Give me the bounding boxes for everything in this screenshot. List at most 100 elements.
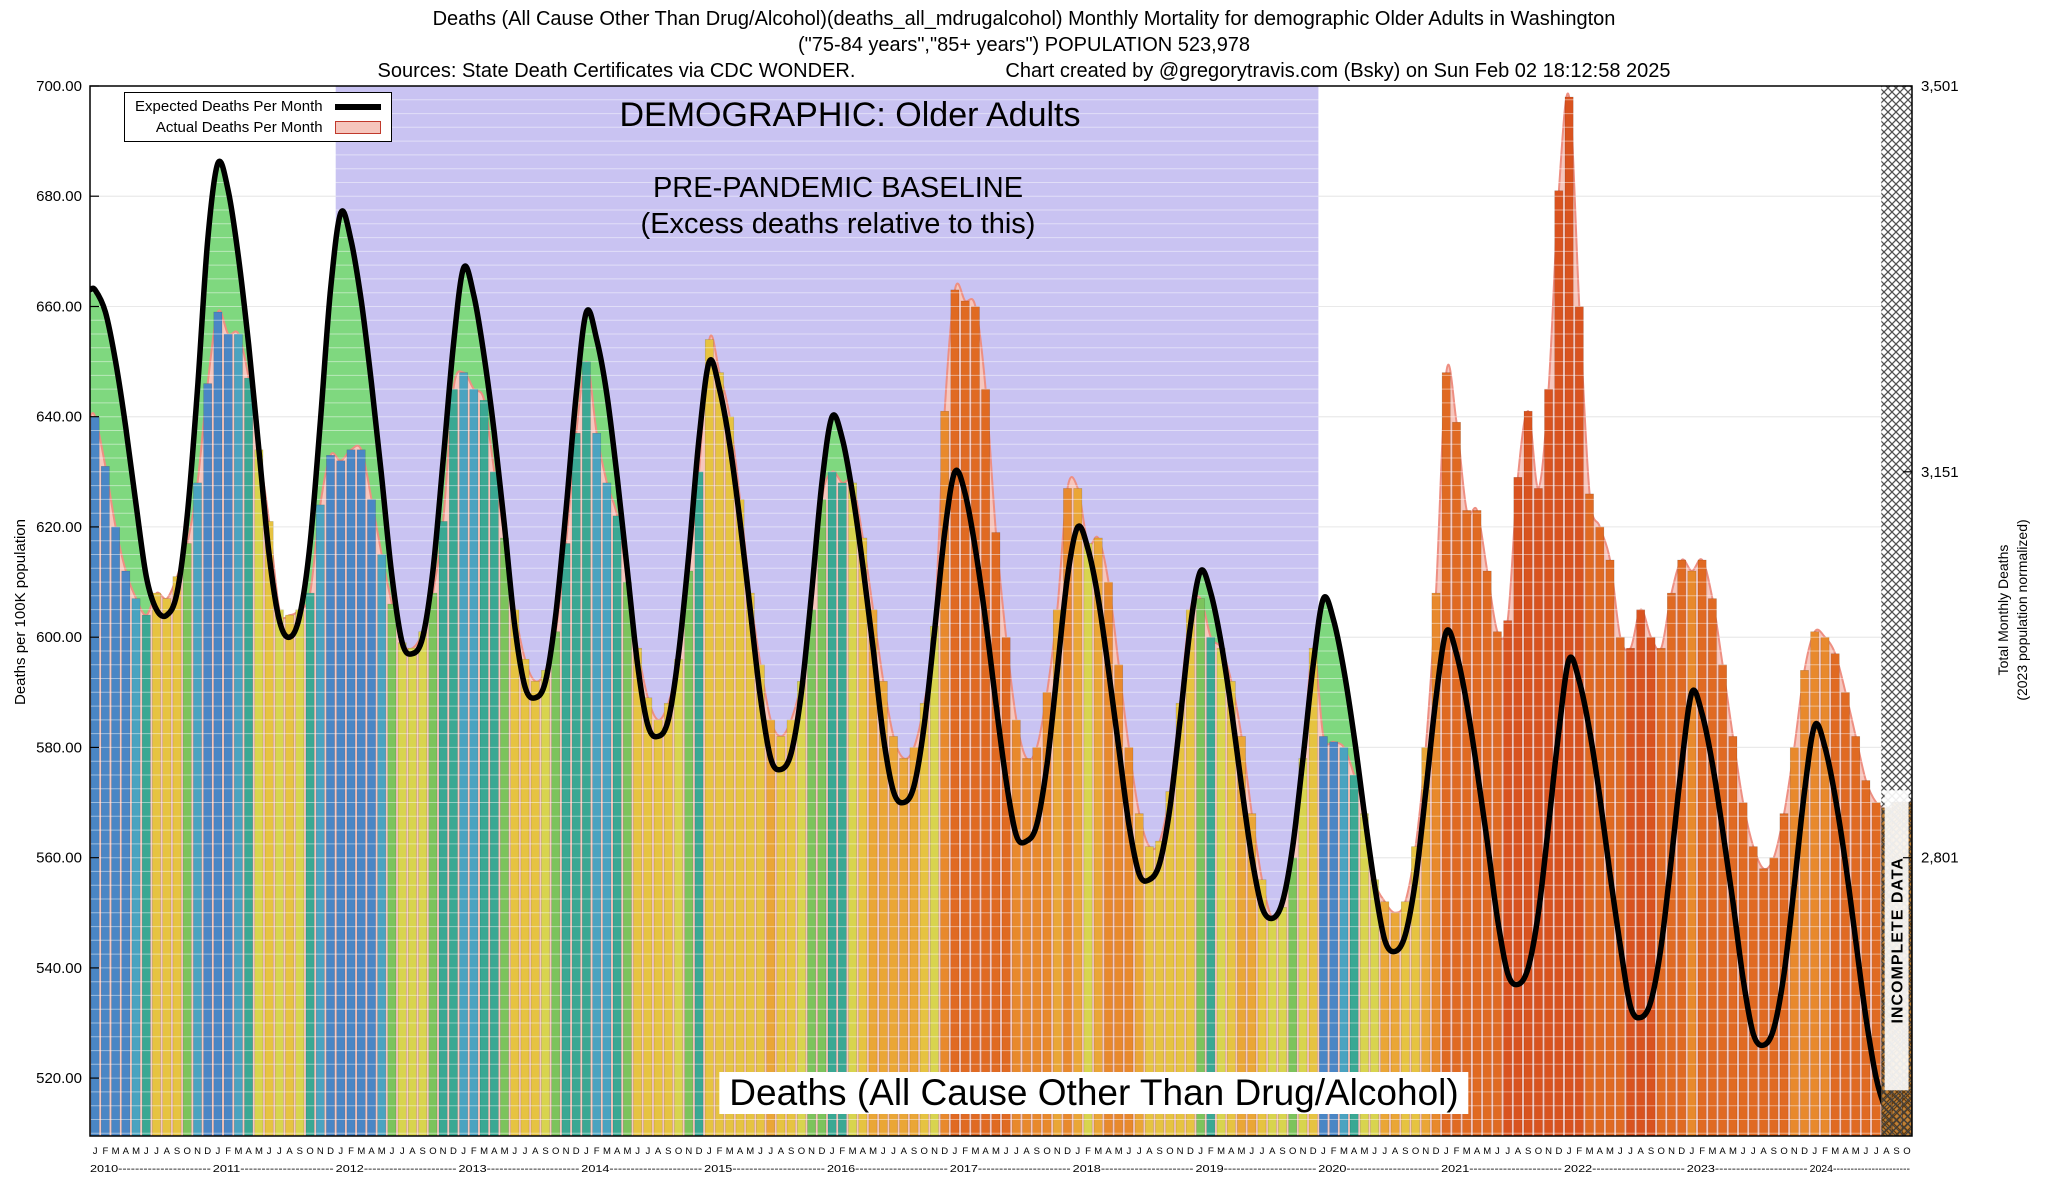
svg-text:D: D [327,1146,334,1157]
actual-bar [889,736,898,1136]
svg-text:S: S [1279,1146,1285,1157]
actual-bar [438,521,448,1136]
svg-text:S: S [420,1146,426,1157]
svg-text:M: M [480,1146,488,1157]
actual-bar [326,455,335,1136]
svg-text:S: S [174,1146,180,1157]
actual-bar [694,471,704,1136]
svg-text:J: J [1874,1146,1879,1157]
svg-text:M: M [1115,1146,1123,1157]
svg-text:O: O [798,1146,805,1157]
svg-text:2013----------------------: 2013---------------------- [459,1163,580,1175]
actual-bars [90,96,1881,1136]
actual-bar [1718,664,1727,1136]
actual-bar [1513,477,1523,1136]
svg-text:J: J [277,1146,282,1157]
incomplete-data-label: INCOMPLETE DATA [1884,790,1909,1091]
svg-text:540.00: 540.00 [36,960,82,977]
svg-text:N: N [1300,1146,1307,1157]
actual-bar [162,598,172,1136]
svg-text:F: F [348,1146,354,1157]
actual-bar [1800,670,1809,1136]
svg-text:A: A [1719,1146,1726,1157]
actual-bar [1185,609,1195,1136]
actual-bar [1564,96,1574,1136]
actual-bar [90,416,100,1136]
svg-text:F: F [594,1146,600,1157]
svg-text:J: J [216,1146,221,1157]
actual-bar [1462,510,1472,1136]
actual-bar [418,631,428,1136]
svg-text:M: M [746,1146,754,1157]
svg-text:M: M [1094,1146,1102,1157]
svg-text:2011----------------------: 2011---------------------- [213,1163,334,1175]
actual-bar [868,609,878,1136]
svg-text:J: J [1618,1146,1623,1157]
svg-text:F: F [717,1146,723,1157]
chart-title-line2: ("75-84 years","85+ years") POPULATION 5… [797,34,1251,56]
svg-text:S: S [1893,1146,1899,1157]
svg-text:M: M [357,1146,365,1157]
svg-text:D: D [1555,1146,1562,1157]
legend-item-actual: Actual Deaths Per Month [135,119,381,136]
svg-text:D: D [941,1146,948,1157]
svg-text:J: J [1628,1146,1633,1157]
svg-text:J: J [584,1146,589,1157]
svg-text:M: M [234,1146,242,1157]
svg-text:M: M [112,1146,120,1157]
svg-text:J: J [400,1146,405,1157]
svg-text:O: O [1535,1146,1542,1157]
svg-text:A: A [1146,1146,1153,1157]
svg-text:J: J [1198,1146,1203,1157]
svg-text:M: M [1217,1146,1225,1157]
svg-text:J: J [1321,1146,1326,1157]
svg-text:D: D [1064,1146,1071,1157]
svg-text:M: M [1831,1146,1839,1157]
svg-text:M: M [1606,1146,1614,1157]
svg-text:S: S [1402,1146,1408,1157]
svg-text:F: F [1454,1146,1460,1157]
svg-text:F: F [471,1146,477,1157]
actual-bar [203,383,213,1136]
actual-bar [971,306,980,1136]
actual-bar [244,377,253,1136]
svg-text:M: M [726,1146,734,1157]
actual-bar [745,592,755,1136]
svg-text:S: S [665,1146,671,1157]
actual-bar [612,515,622,1136]
svg-text:O: O [921,1146,928,1157]
svg-text:O: O [1166,1146,1173,1157]
svg-text:J: J [1505,1146,1510,1157]
svg-text:A: A [409,1146,416,1157]
svg-text:A: A [1760,1146,1767,1157]
svg-text:2012----------------------: 2012---------------------- [336,1163,457,1175]
svg-text:D: D [204,1146,211,1157]
actual-bar [981,388,990,1136]
actual-bar [1810,631,1820,1136]
svg-text:O: O [1043,1146,1050,1157]
actual-bar [1574,306,1584,1136]
svg-text:J: J [1260,1146,1265,1157]
actual-bar [428,592,438,1136]
svg-text:3,151: 3,151 [1921,464,1959,481]
svg-text:N: N [1545,1146,1552,1157]
svg-text:O: O [552,1146,559,1157]
actual-bar [213,311,223,1136]
svg-text:M: M [1852,1146,1860,1157]
actual-bar [735,499,745,1136]
actual-bar [346,449,356,1136]
svg-text:O: O [184,1146,191,1157]
svg-text:J: J [1741,1146,1746,1157]
svg-text:3,501: 3,501 [1921,78,1959,95]
svg-text:J: J [1004,1146,1009,1157]
actual-bar [1339,747,1349,1136]
svg-text:J: J [953,1146,958,1157]
svg-text:J: J [1495,1146,1500,1157]
svg-text:J: J [1127,1146,1132,1157]
actual-bar [602,482,612,1136]
svg-text:M: M [1586,1146,1594,1157]
svg-text:J: J [758,1146,763,1157]
svg-text:J: J [1567,1146,1572,1157]
actual-bar [500,537,509,1136]
